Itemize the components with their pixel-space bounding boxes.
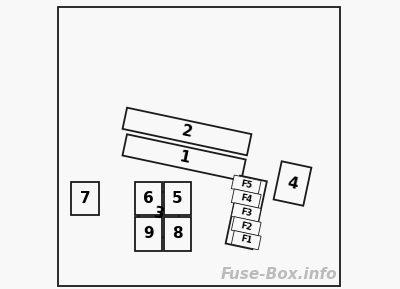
Polygon shape xyxy=(231,175,261,194)
Polygon shape xyxy=(231,203,261,222)
Text: F1: F1 xyxy=(240,235,253,246)
Polygon shape xyxy=(231,189,261,208)
Text: 8: 8 xyxy=(172,227,183,241)
Text: 7: 7 xyxy=(80,191,90,206)
Polygon shape xyxy=(231,231,261,250)
Text: 5: 5 xyxy=(172,191,183,206)
Polygon shape xyxy=(122,108,252,155)
Text: 4: 4 xyxy=(286,175,299,192)
Text: F3: F3 xyxy=(240,207,253,218)
Text: 2: 2 xyxy=(180,123,194,140)
Bar xyxy=(164,217,191,251)
Text: 3: 3 xyxy=(153,205,166,222)
Polygon shape xyxy=(122,134,246,181)
Bar xyxy=(164,182,191,215)
Text: F5: F5 xyxy=(240,179,253,190)
Bar xyxy=(135,182,162,215)
Text: F4: F4 xyxy=(240,193,253,204)
Polygon shape xyxy=(231,217,261,236)
Polygon shape xyxy=(226,176,267,249)
Bar xyxy=(135,217,162,251)
Polygon shape xyxy=(274,161,311,206)
Text: F2: F2 xyxy=(240,221,253,232)
Text: Fuse-Box.info: Fuse-Box.info xyxy=(221,267,337,282)
Text: 6: 6 xyxy=(143,191,154,206)
Text: 9: 9 xyxy=(143,227,154,241)
Polygon shape xyxy=(136,188,183,240)
Text: 1: 1 xyxy=(178,149,191,166)
Bar xyxy=(71,182,99,215)
